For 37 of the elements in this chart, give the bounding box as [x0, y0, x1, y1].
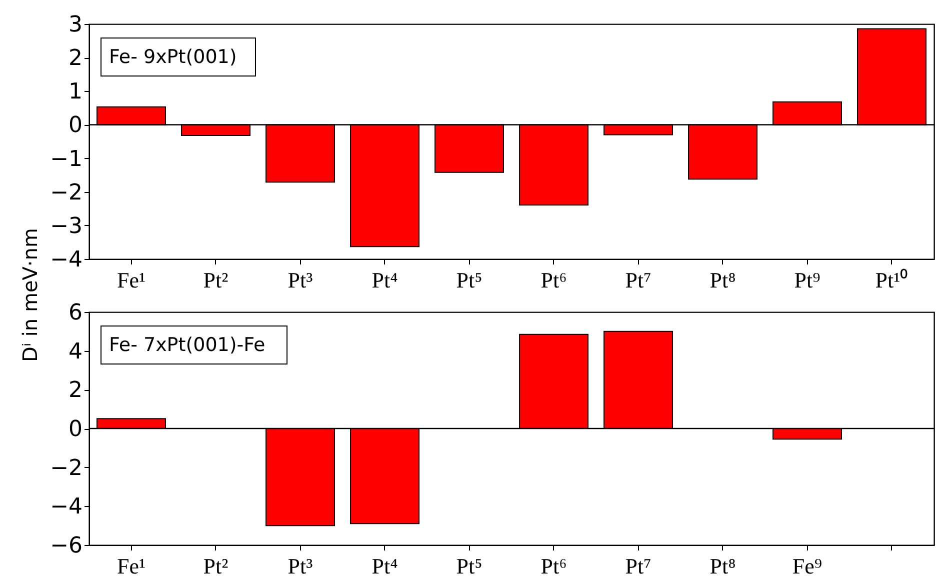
- x-tick-label: Fe¹: [116, 268, 146, 292]
- y-tick-label: 4: [68, 339, 82, 364]
- x-tick-label: Pt³: [288, 268, 314, 292]
- y-tick-label: 0: [68, 113, 82, 138]
- x-tick-label: Pt⁹: [794, 268, 821, 292]
- y-tick-label: 2: [68, 46, 82, 72]
- y-tick-label: −6: [50, 534, 82, 558]
- x-tick-label: Pt⁷: [625, 268, 652, 292]
- annotation: Fe- 7xPt(001)-Fe: [109, 334, 266, 356]
- x-tick-label: Pt²: [203, 268, 229, 292]
- y-tick-label: 0: [68, 417, 82, 442]
- x-tick-label: Pt⁶: [540, 554, 567, 576]
- x-tick-label: Pt⁵: [456, 554, 482, 576]
- y-axis-title: Dⁱ in meV·nm: [18, 228, 42, 362]
- y-tick-label: 6: [68, 300, 82, 326]
- x-tick-label: Pt⁸: [710, 268, 736, 292]
- x-tick-label: Pt⁴: [372, 554, 398, 576]
- y-tick-label: −1: [50, 146, 82, 172]
- y-tick-label: −2: [50, 456, 82, 481]
- x-tick-label: Pt⁵: [456, 268, 482, 292]
- x-tick-label: Pt⁷: [625, 554, 652, 576]
- x-tick-label: Pt⁸: [710, 554, 736, 576]
- y-tick-label: −4: [50, 248, 82, 272]
- y-tick-label: −2: [50, 180, 82, 206]
- y-tick-label: −3: [50, 214, 82, 239]
- x-tick-label: Fe¹: [116, 554, 146, 576]
- x-tick-label: Pt⁶: [540, 268, 567, 292]
- y-tick-label: −4: [50, 494, 82, 520]
- annotation: Fe- 9xPt(001): [109, 46, 237, 68]
- x-tick-label: Pt⁴: [372, 268, 398, 292]
- y-tick-label: 1: [68, 80, 82, 105]
- x-tick-label: Fe⁹: [792, 554, 822, 576]
- x-tick-label: Pt²: [203, 554, 229, 576]
- x-tick-label: Pt¹⁰: [875, 268, 908, 292]
- x-tick-label: Pt³: [288, 554, 314, 576]
- y-tick-label: 2: [68, 378, 82, 404]
- y-tick-label: 3: [68, 12, 82, 38]
